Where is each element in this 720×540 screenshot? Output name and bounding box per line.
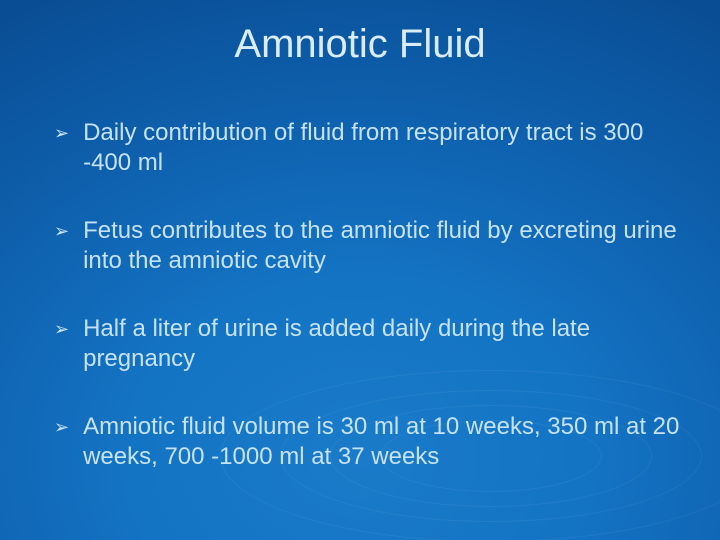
bullet-marker-icon: ➢ — [54, 118, 69, 148]
bullet-marker-icon: ➢ — [54, 314, 69, 344]
bullet-text: Daily contribution of fluid from respira… — [83, 118, 680, 178]
list-item: ➢ Amniotic fluid volume is 30 ml at 10 w… — [54, 412, 680, 472]
bullet-list: ➢ Daily contribution of fluid from respi… — [54, 118, 680, 510]
bullet-text: Half a liter of urine is added daily dur… — [83, 314, 680, 374]
bullet-marker-icon: ➢ — [54, 216, 69, 246]
slide: Amniotic Fluid ➢ Daily contribution of f… — [0, 0, 720, 540]
slide-title: Amniotic Fluid — [0, 22, 720, 67]
bullet-marker-icon: ➢ — [54, 412, 69, 442]
bullet-text: Amniotic fluid volume is 30 ml at 10 wee… — [83, 412, 680, 472]
list-item: ➢ Fetus contributes to the amniotic flui… — [54, 216, 680, 276]
list-item: ➢ Daily contribution of fluid from respi… — [54, 118, 680, 178]
list-item: ➢ Half a liter of urine is added daily d… — [54, 314, 680, 374]
bullet-text: Fetus contributes to the amniotic fluid … — [83, 216, 680, 276]
